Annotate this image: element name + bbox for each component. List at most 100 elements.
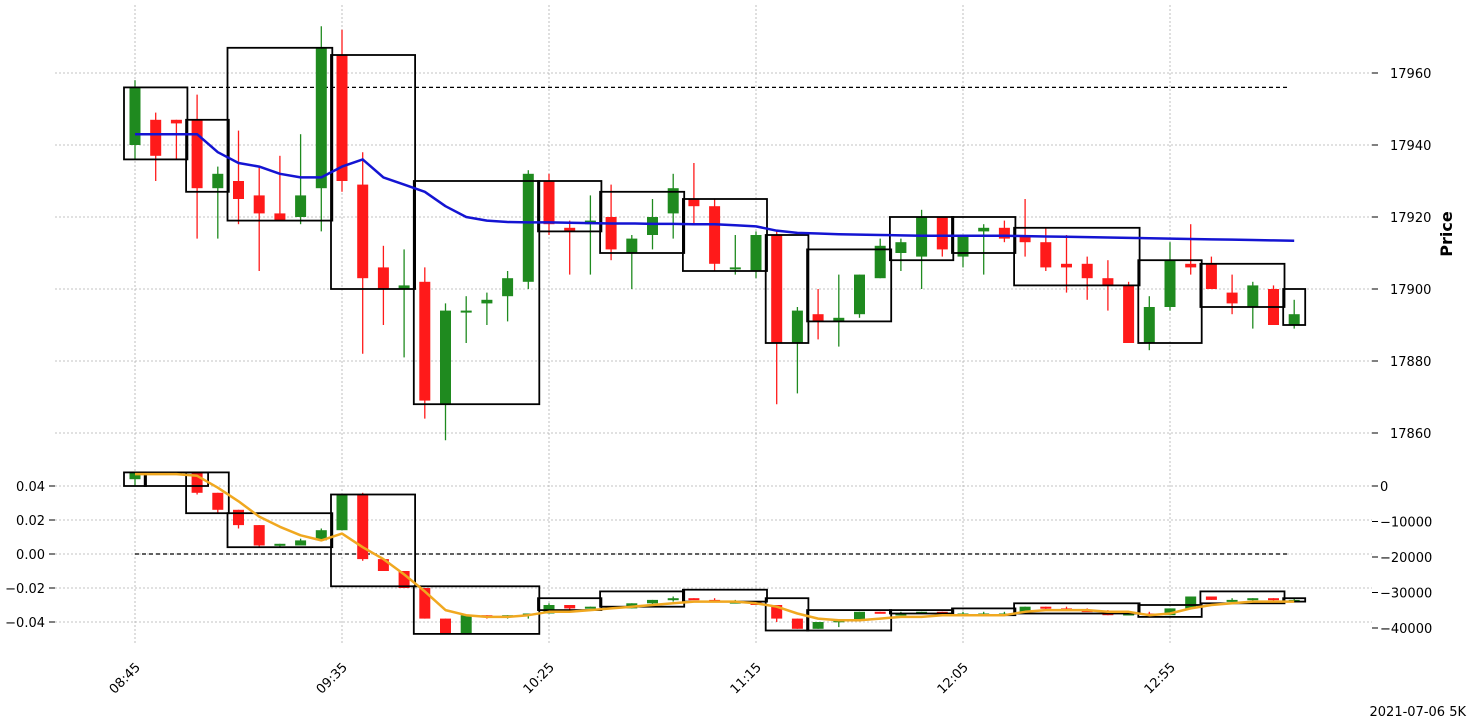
osc-candle-body (1226, 599, 1238, 602)
price-candle-body (895, 242, 907, 253)
osc-left-tick-label: −0.02 (5, 582, 45, 597)
osc-candle-body (874, 611, 886, 614)
x-tick-label: 11:15 (728, 660, 765, 697)
osc-range-box (764, 597, 810, 632)
price-candle-body (295, 195, 307, 217)
price-candle-body (771, 235, 783, 343)
osc-candle-body (336, 494, 348, 531)
osc-range-box (1137, 604, 1203, 618)
price-candle-body (729, 267, 741, 270)
price-candle-body (791, 310, 803, 343)
osc-candle-body (419, 588, 431, 619)
footer-date-label: 2021-07-06 5K (1370, 705, 1467, 720)
price-candle-body (1123, 285, 1135, 343)
osc-range-box (123, 471, 147, 487)
grid-layer (55, 5, 1372, 645)
oscillator-panel (123, 471, 1307, 635)
osc-candle-body (274, 543, 286, 546)
osc-range-box (226, 512, 334, 549)
price-panel (123, 26, 1307, 441)
osc-moving-average-line (135, 472, 1295, 622)
osc-candle-body (564, 605, 576, 609)
x-tick-label: 12:55 (1142, 660, 1179, 697)
price-candle-body (709, 206, 721, 264)
osc-range-box (1013, 602, 1141, 615)
price-candle-body (957, 235, 969, 257)
osc-candle-body (1247, 598, 1259, 601)
price-tick-label: 17880 (1390, 355, 1431, 370)
price-range-box (889, 216, 955, 262)
osc-candle-body (233, 509, 244, 526)
osc-candle-body (647, 599, 658, 604)
price-range-box (123, 86, 189, 161)
osc-candle-body (791, 618, 803, 629)
price-range-box (1137, 259, 1203, 344)
osc-left-tick-label: −0.04 (5, 616, 45, 631)
price-candle-body (357, 184, 369, 279)
osc-candle-body (315, 530, 327, 541)
osc-left-tick-label: 0.02 (16, 514, 45, 529)
osc-candle-body (295, 540, 307, 546)
osc-left-tick-label: 0.04 (16, 480, 45, 495)
price-tick-label: 17860 (1390, 427, 1431, 442)
price-candle-body (543, 181, 555, 225)
osc-right-tick-label: 0 (1380, 480, 1388, 495)
price-candle-body (1081, 263, 1093, 279)
osc-candle-body (584, 606, 596, 609)
price-candle-body (1019, 235, 1031, 243)
price-candle-body (1247, 285, 1259, 307)
price-axis-label: Price (1437, 211, 1456, 257)
price-candle-body (315, 47, 327, 189)
price-range-box (1199, 262, 1286, 308)
x-tick-label: 09:35 (314, 660, 351, 697)
price-range-box (537, 180, 603, 233)
osc-candle-body (1268, 598, 1279, 601)
osc-candle-body (1205, 596, 1217, 600)
price-candle-body (274, 213, 286, 221)
price-range-box (185, 118, 230, 193)
osc-candle-body (440, 618, 451, 634)
osc-candle-body (688, 598, 700, 601)
price-candle-body (191, 119, 203, 189)
osc-candle-body (667, 598, 679, 601)
osc-range-box (412, 585, 541, 635)
x-tick-label: 12:05 (935, 660, 972, 697)
osc-candle-body (460, 615, 472, 634)
price-candle-body (564, 227, 576, 232)
price-candle-body (1102, 278, 1114, 286)
osc-range-box (806, 609, 893, 632)
osc-range-box (143, 471, 209, 487)
osc-candle-body (812, 622, 824, 629)
osc-range-box (537, 597, 603, 612)
price-candle-body (398, 285, 410, 289)
price-candle-body (212, 173, 224, 189)
price-candle-body (502, 278, 514, 297)
osc-candle-body (191, 472, 203, 493)
osc-candle-body (377, 559, 389, 571)
price-candle-body (688, 199, 700, 207)
osc-candle-body (895, 613, 907, 616)
osc-candle-body (398, 571, 410, 588)
price-candle-body (460, 310, 472, 313)
osc-candle-body (854, 611, 865, 621)
price-tick-label: 17920 (1390, 211, 1431, 226)
price-candle-body (833, 317, 845, 322)
price-candle-body (440, 310, 451, 405)
price-candle-body (1164, 260, 1176, 307)
price-range-box (226, 46, 334, 222)
x-tick-label: 10:25 (521, 660, 558, 697)
price-range-box (412, 180, 541, 406)
price-candle-body (667, 188, 679, 214)
price-candle-body (626, 238, 638, 253)
price-moving-average-line (135, 132, 1295, 243)
price-tick-label: 17960 (1390, 67, 1431, 82)
osc-candle-body (1123, 613, 1135, 616)
price-candle-body (1205, 263, 1217, 289)
price-candle-body (233, 181, 244, 199)
osc-candle-body (1185, 596, 1197, 609)
osc-candle-body (771, 605, 783, 619)
price-candle-body (1143, 307, 1155, 343)
price-candle-body (419, 281, 431, 401)
price-candle-body (377, 267, 389, 289)
price-range-box (764, 234, 810, 344)
